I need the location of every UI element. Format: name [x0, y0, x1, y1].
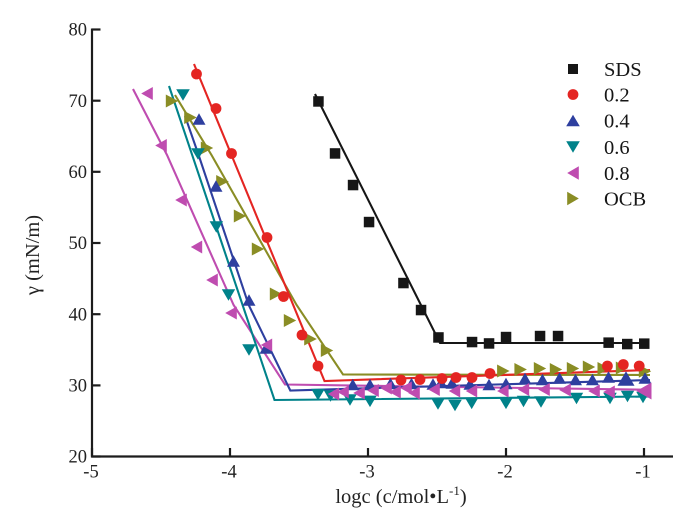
svg-text:0.6: 0.6 — [604, 137, 630, 159]
svg-text:-3: -3 — [359, 463, 374, 483]
svg-text:-2: -2 — [497, 463, 512, 483]
svg-text:-5: -5 — [83, 463, 98, 483]
svg-text:70: 70 — [69, 92, 88, 112]
svg-text:OCB: OCB — [604, 189, 646, 211]
svg-text:30: 30 — [69, 377, 88, 397]
svg-text:80: 80 — [69, 21, 88, 41]
svg-text:-4: -4 — [221, 463, 236, 483]
svg-text:0.8: 0.8 — [604, 163, 630, 185]
svg-text:60: 60 — [69, 163, 88, 183]
svg-text:50: 50 — [69, 234, 88, 254]
svg-text:SDS: SDS — [604, 59, 642, 81]
svg-text:20: 20 — [69, 448, 88, 468]
svg-text:-1: -1 — [635, 463, 650, 483]
svg-text:γ (mN/m): γ (mN/m) — [22, 215, 44, 296]
svg-text:0.2: 0.2 — [604, 85, 630, 107]
svg-text:logc (c/mol•L-1): logc (c/mol•L-1) — [335, 483, 466, 508]
svg-text:40: 40 — [69, 305, 88, 325]
svg-text:0.4: 0.4 — [604, 111, 630, 133]
